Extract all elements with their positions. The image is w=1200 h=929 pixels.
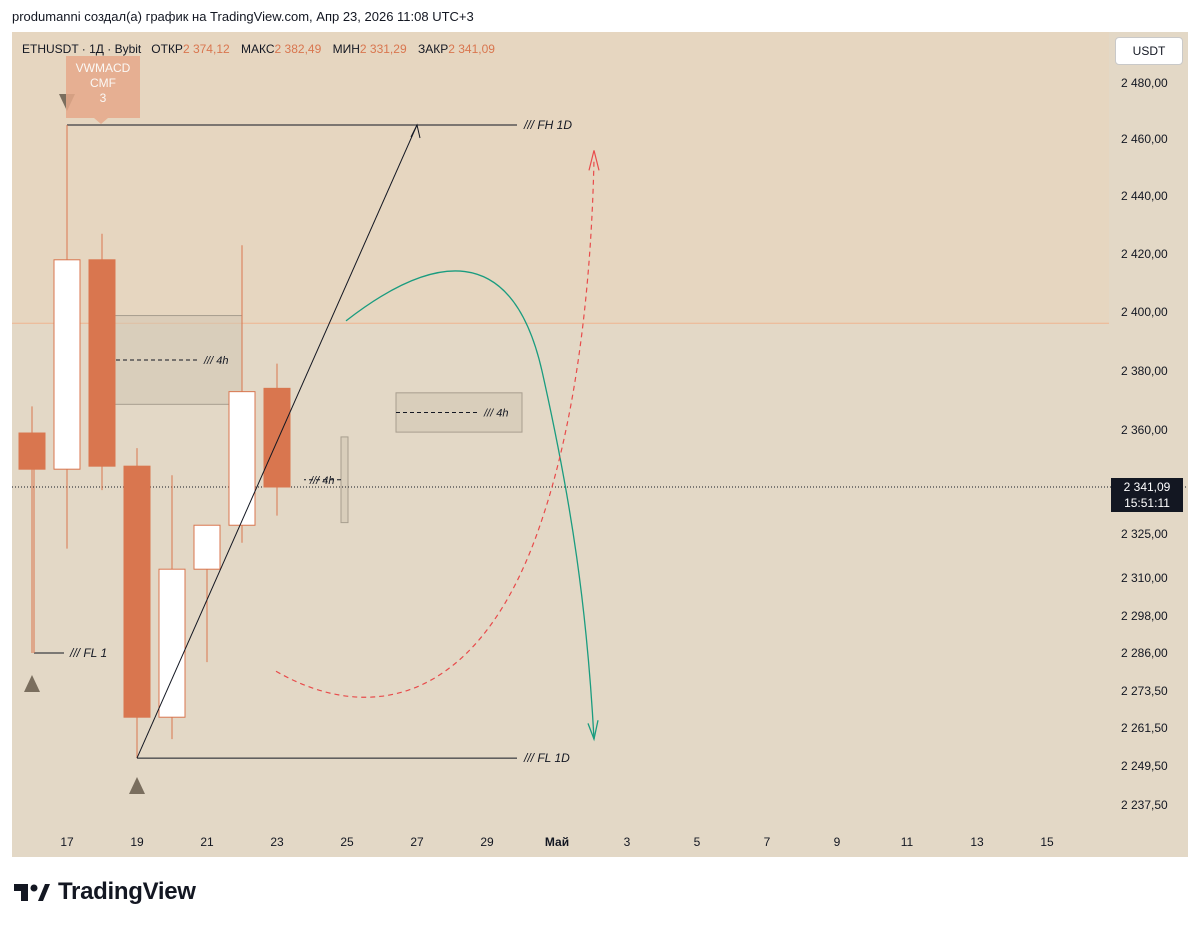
y-tick-label: 2 480,00 xyxy=(1121,76,1168,90)
fractal-up-marker xyxy=(129,777,145,794)
indicator-line-1: VWMACD xyxy=(75,61,131,75)
x-tick-label: 15 xyxy=(1040,835,1054,849)
tradingview-wordmark: TradingView xyxy=(58,878,196,905)
y-tick-label: 2 360,00 xyxy=(1121,423,1168,437)
high-label: МАКС xyxy=(241,42,275,56)
x-tick-label: 25 xyxy=(340,835,354,849)
zone-label-4h: /// 4h xyxy=(309,475,334,487)
fractal-up-marker xyxy=(24,675,40,692)
zone-box-4h xyxy=(340,436,349,524)
y-tick-label: 2 420,00 xyxy=(1121,247,1168,261)
candle-body[interactable] xyxy=(193,524,221,570)
symbol-name[interactable]: ETHUSDT · 1Д · Bybit xyxy=(22,42,142,56)
level-label: /// FL 1 xyxy=(69,646,107,660)
open-value: 2 374,12 xyxy=(182,42,230,56)
y-tick-label: 2 261,50 xyxy=(1121,721,1168,735)
close-value: 2 341,09 xyxy=(448,42,495,56)
teal-curve-arrow xyxy=(345,270,595,740)
x-tick-label: 29 xyxy=(480,835,494,849)
x-tick-label: 11 xyxy=(901,835,914,849)
indicator-line-2: CMF xyxy=(90,76,116,90)
x-tick-label: 7 xyxy=(764,835,771,849)
indicator-label: VWMACD CMF 3 xyxy=(66,56,140,124)
price-chart[interactable]: /// 4h /// 4h /// 4h /// FH 1D /// FL 1D ///… xyxy=(12,32,1188,857)
trend-arrow-head xyxy=(410,123,421,139)
y-tick-label: 2 380,00 xyxy=(1121,364,1168,378)
open-label: ОТКР xyxy=(151,42,183,56)
indicator-line-3: 3 xyxy=(99,91,107,105)
y-tick-label: 2 400,00 xyxy=(1121,305,1168,319)
y-tick-label: 2 440,00 xyxy=(1121,189,1168,203)
currency-button[interactable]: USDT xyxy=(1115,37,1183,65)
level-label: /// FH 1D xyxy=(523,118,572,132)
highlight-zone xyxy=(12,32,1109,324)
symbol-legend: ETHUSDT · 1Д · Bybit ОТКР2 374,12 МАКС2 … xyxy=(22,42,503,56)
low-value: 2 331,29 xyxy=(359,42,407,56)
zone-label-4h: /// 4h xyxy=(483,407,508,419)
x-tick-label: 9 xyxy=(834,835,841,849)
y-tick-label: 2 325,00 xyxy=(1121,527,1168,541)
x-tick-label: 17 xyxy=(60,835,74,849)
y-tick-label: 2 298,00 xyxy=(1121,609,1168,623)
zone-label-4h: /// 4h xyxy=(203,355,228,367)
tradingview-logo-icon xyxy=(14,884,50,901)
candle-body[interactable] xyxy=(88,259,116,467)
red-dashed-curve-arrow xyxy=(275,158,595,698)
y-tick-label: 2 286,00 xyxy=(1121,646,1168,660)
candle-body[interactable] xyxy=(18,432,46,470)
last-price-value: 2 341,09 xyxy=(1123,480,1171,494)
high-value: 2 382,49 xyxy=(274,42,322,56)
y-tick-label: 2 310,00 xyxy=(1121,571,1168,585)
candle-body[interactable] xyxy=(228,391,256,526)
low-label: МИН xyxy=(332,42,360,56)
x-tick-label: 19 xyxy=(130,835,144,849)
x-tick-label: 27 xyxy=(410,835,424,849)
x-tick-label: 13 xyxy=(970,835,984,849)
close-label: ЗАКР xyxy=(417,42,449,56)
x-tick-label: Май xyxy=(545,835,569,849)
attribution-text: produmanni создал(а) график на TradingVi… xyxy=(12,9,474,24)
tradingview-logo[interactable]: TradingView xyxy=(14,878,196,906)
teal-curve-arrowhead xyxy=(587,720,599,742)
candle-body[interactable] xyxy=(158,568,186,718)
y-tick-label: 2 249,50 xyxy=(1121,759,1168,773)
x-tick-label: 5 xyxy=(694,835,701,849)
candle-body[interactable] xyxy=(53,259,81,470)
level-label: /// FL 1D xyxy=(523,751,570,765)
trend-arrow-line xyxy=(136,124,418,759)
x-tick-label: 3 xyxy=(624,835,631,849)
y-tick-label: 2 273,50 xyxy=(1121,684,1168,698)
countdown-value: 15:51:11 xyxy=(1124,496,1170,510)
x-tick-label: 23 xyxy=(270,835,284,849)
x-tick-label: 21 xyxy=(200,835,214,849)
candle-body[interactable] xyxy=(123,465,151,718)
candle-body[interactable] xyxy=(263,387,291,488)
y-tick-label: 2 237,50 xyxy=(1121,798,1168,812)
last-price-tag: 2 341,09 15:51:11 xyxy=(1111,478,1183,512)
red-dashed-arrowhead xyxy=(588,150,600,171)
y-tick-label: 2 460,00 xyxy=(1121,132,1168,146)
